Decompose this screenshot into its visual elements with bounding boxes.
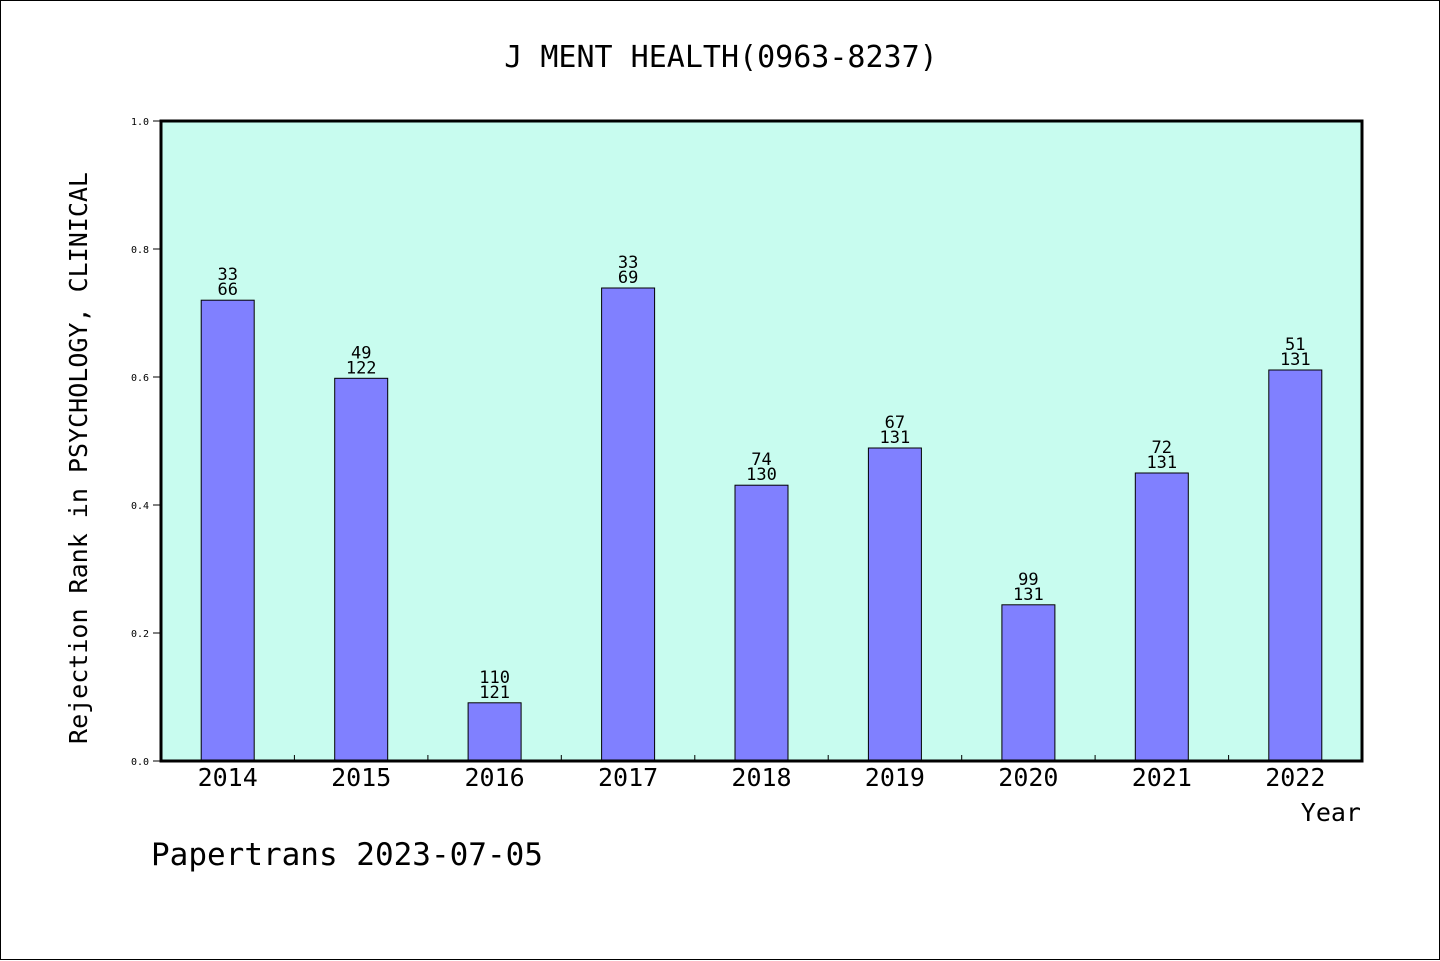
x-tick-label: 2019: [865, 763, 925, 792]
bar-label-total: 131: [1013, 585, 1044, 605]
y-tick-label: 0.2: [131, 629, 149, 640]
bar-label-total: 121: [479, 683, 510, 703]
bar-label-total: 131: [1146, 453, 1177, 473]
x-tick-label: 2014: [198, 763, 258, 792]
x-tick-label: 2017: [598, 763, 658, 792]
y-tick-label: 0.4: [131, 501, 149, 512]
chart-title: J MENT HEALTH(0963-8237): [504, 40, 937, 75]
bar-label-rank: 99: [1018, 570, 1038, 590]
bar-label-total: 66: [217, 280, 237, 300]
bar-label-total: 69: [618, 268, 638, 288]
bar-label-total: 122: [346, 358, 377, 378]
y-axis: 0.0 0.2 0.4 0.6 0.8 1.0: [131, 117, 161, 768]
x-tick-label: 2016: [464, 763, 524, 792]
bar-2014: [200, 299, 255, 762]
bar-2019: [867, 447, 922, 762]
y-tick-label: 1.0: [131, 117, 149, 128]
bar-2016: [467, 702, 522, 762]
bar-label-rank: 49: [351, 343, 371, 363]
x-tick-label: 2015: [331, 763, 391, 792]
bar-label-rank: 74: [751, 450, 771, 470]
x-tick-label: 2021: [1132, 763, 1192, 792]
x-tick-label: 2018: [731, 763, 791, 792]
y-axis-label: Rejection Rank in PSYCHOLOGY, CLINICAL: [64, 172, 93, 744]
x-tick-label: 2022: [1265, 763, 1325, 792]
bar-label-rank: 72: [1152, 438, 1172, 458]
plot-border: [159, 119, 1364, 763]
x-tick-label: 2020: [998, 763, 1058, 792]
bar-2018: [734, 484, 789, 762]
bar-2022: [1268, 369, 1323, 762]
y-tick-label: 0.8: [131, 245, 149, 256]
bar-label-total: 130: [746, 465, 777, 485]
bar-2021: [1134, 472, 1189, 762]
y-tick-label: 0.0: [131, 757, 149, 768]
bar-label-rank: 67: [885, 413, 905, 433]
watermark-text: Papertrans 2023-07-05: [151, 837, 543, 873]
bar-2015: [334, 377, 389, 762]
bar-2020: [1001, 604, 1056, 762]
bar-label-rank: 33: [217, 265, 237, 285]
bar-label-rank: 33: [618, 253, 638, 273]
bar-labels-group: 3366491221101213369741306713199131721315…: [217, 253, 1310, 703]
bar-label-total: 131: [1280, 350, 1311, 370]
bar-label-total: 131: [880, 428, 911, 448]
bar-2017: [601, 287, 656, 762]
bar-label-rank: 110: [479, 668, 510, 688]
x-axis: 2014 2015 2016 2017 2018 2019 2020 2021 2022: [198, 755, 1325, 792]
bars-group: [200, 287, 1323, 762]
bar-label-rank: 51: [1285, 335, 1305, 355]
x-axis-label: Year: [1301, 798, 1361, 827]
y-tick-label: 0.6: [131, 373, 149, 384]
